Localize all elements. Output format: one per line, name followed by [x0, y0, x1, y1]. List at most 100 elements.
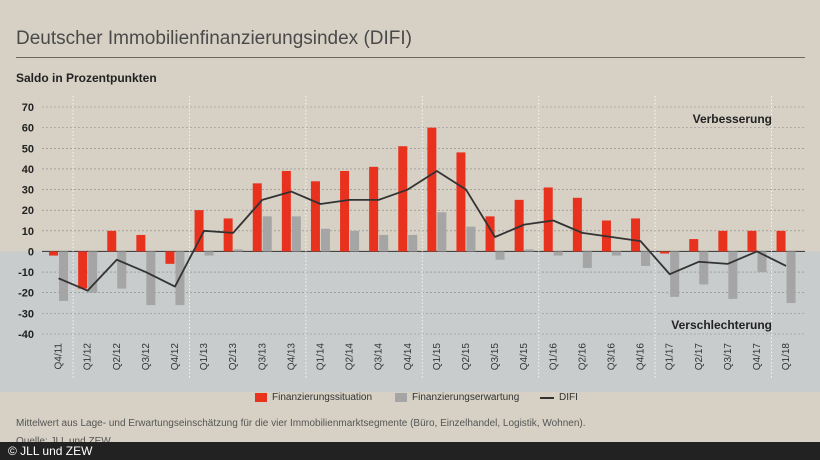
legend-label-difi: DIFI: [559, 392, 578, 403]
y-tick-label: 10: [22, 226, 34, 238]
x-tick-label: Q1/15: [432, 343, 443, 371]
bar-finanzierungssituation: [310, 181, 320, 252]
bar-finanzierungssituation: [485, 216, 495, 252]
bar-finanzierungssituation: [718, 230, 728, 252]
x-tick-label: Q3/13: [257, 343, 268, 371]
bar-finanzierungserwartung: [408, 234, 418, 252]
bar-finanzierungserwartung: [379, 234, 389, 252]
x-tick-label: Q1/18: [781, 343, 792, 371]
bar-finanzierungserwartung: [233, 249, 243, 252]
bar-finanzierungserwartung: [88, 251, 98, 293]
x-tick-label: Q1/13: [199, 343, 210, 371]
bar-finanzierungserwartung: [699, 251, 709, 285]
y-tick-labels: 70 60 50 40 30 20 10 0 -10 -20 -30 -40: [18, 102, 34, 341]
x-tick-labels: Q4/11 Q1/12 Q2/12 Q3/12 Q4/12 Q1/13 Q2/13 Q3/13…: [54, 343, 792, 371]
legend: Finanzierungssituation Finanzierungserwa…: [0, 392, 820, 406]
y-tick-label: 30: [22, 185, 34, 197]
bar-finanzierungssituation: [514, 199, 524, 252]
x-tick-label: Q2/14: [345, 343, 356, 371]
x-tick-label: Q3/17: [723, 343, 734, 371]
bar-finanzierungssituation: [631, 218, 641, 252]
x-tick-label: Q3/16: [606, 343, 617, 371]
bar-finanzierungserwartung: [553, 251, 563, 256]
bar-finanzierungssituation: [572, 197, 582, 252]
bar-finanzierungserwartung: [670, 251, 680, 297]
x-tick-label: Q4/16: [636, 343, 647, 371]
legend-swatch-difi: [540, 396, 554, 399]
bar-finanzierungserwartung: [466, 226, 476, 252]
difi-line: [58, 170, 787, 292]
bar-finanzierungssituation: [398, 146, 408, 252]
x-tick-label: Q2/13: [228, 343, 239, 371]
y-tick-label: 70: [22, 102, 34, 114]
y-tick-label: 0: [28, 246, 34, 258]
legend-label-situation: Finanzierungssituation: [272, 392, 373, 403]
copyright-bar: © JLL und ZEW: [0, 442, 820, 460]
x-tick-label: Q2/17: [694, 343, 705, 371]
legend-label-expectation: Finanzierungserwartung: [412, 392, 520, 403]
legend-item-expectation: Finanzierungserwartung: [395, 392, 519, 403]
difi-line-group: [58, 170, 787, 292]
year-separators: [72, 96, 772, 378]
legend-swatch-expectation: [395, 393, 407, 402]
legend-item-situation: Finanzierungssituation: [255, 392, 372, 403]
bar-finanzierungssituation: [660, 251, 670, 254]
legend-swatch-situation: [255, 393, 267, 402]
bar-finanzierungserwartung: [320, 228, 330, 252]
bar-finanzierungssituation: [49, 251, 59, 256]
bar-finanzierungssituation: [776, 230, 786, 252]
negative-zone-background: [0, 251, 820, 392]
bar-finanzierungssituation: [194, 210, 204, 252]
legend-item-difi: DIFI: [540, 392, 578, 403]
annotation-positive: Verbesserung: [693, 112, 772, 126]
x-tick-label: Q2/12: [112, 343, 123, 371]
title-divider: [16, 57, 805, 58]
y-tick-label: -10: [18, 267, 34, 279]
bar-finanzierungserwartung: [146, 251, 156, 306]
bar-finanzierungssituation: [340, 170, 350, 252]
bar-finanzierungssituation: [165, 251, 175, 264]
bar-finanzierungssituation: [747, 230, 757, 252]
bar-finanzierungssituation: [369, 166, 379, 252]
bar-finanzierungssituation: [107, 230, 117, 252]
x-tick-label: Q3/15: [490, 343, 501, 371]
x-tick-label: Q1/17: [665, 343, 676, 371]
bar-finanzierungserwartung: [495, 251, 505, 260]
bar-finanzierungserwartung: [641, 251, 651, 266]
x-tick-label: Q4/15: [519, 343, 530, 371]
x-tick-label: Q3/12: [141, 343, 152, 371]
y-tick-label: 50: [22, 143, 34, 155]
bar-finanzierungssituation: [281, 170, 291, 252]
y-tick-label: 60: [22, 123, 34, 135]
y-tick-label: -30: [18, 308, 34, 320]
annotation-negative: Verschlechterung: [671, 318, 772, 332]
x-tick-label: Q1/16: [548, 343, 559, 371]
y-tick-label: 40: [22, 164, 34, 176]
x-tick-label: Q1/12: [83, 343, 94, 371]
bar-finanzierungssituation: [689, 239, 699, 252]
chart-title: Deutscher Immobilienfinanzierungsindex (…: [16, 28, 412, 49]
y-tick-label: -40: [18, 329, 34, 341]
bar-finanzierungssituation: [136, 234, 146, 252]
footnote: Mittelwert aus Lage- und Erwartungseinsc…: [16, 418, 586, 429]
x-tick-label: Q4/13: [286, 343, 297, 371]
y-tick-label: 20: [22, 205, 34, 217]
x-tick-label: Q2/15: [461, 343, 472, 371]
bar-finanzierungserwartung: [524, 249, 534, 252]
x-tick-label: Q4/17: [752, 343, 763, 371]
bar-finanzierungserwartung: [582, 251, 592, 268]
bar-finanzierungssituation: [78, 251, 88, 289]
bar-finanzierungserwartung: [117, 251, 127, 289]
bar-finanzierungserwartung: [786, 251, 796, 304]
x-tick-label: Q2/16: [577, 343, 588, 371]
bar-finanzierungssituation: [223, 218, 233, 252]
bar-finanzierungssituation: [456, 152, 466, 252]
y-axis-unit-label: Saldo in Prozentpunkten: [16, 71, 157, 85]
x-tick-label: Q4/14: [403, 343, 414, 371]
bar-finanzierungserwartung: [728, 251, 738, 299]
x-tick-label: Q4/11: [54, 343, 65, 370]
y-tick-label: -20: [18, 288, 34, 300]
bar-finanzierungserwartung: [350, 230, 360, 252]
bar-finanzierungserwartung: [262, 216, 272, 252]
source-note: Quelle: JLL und ZEW: [16, 436, 111, 447]
